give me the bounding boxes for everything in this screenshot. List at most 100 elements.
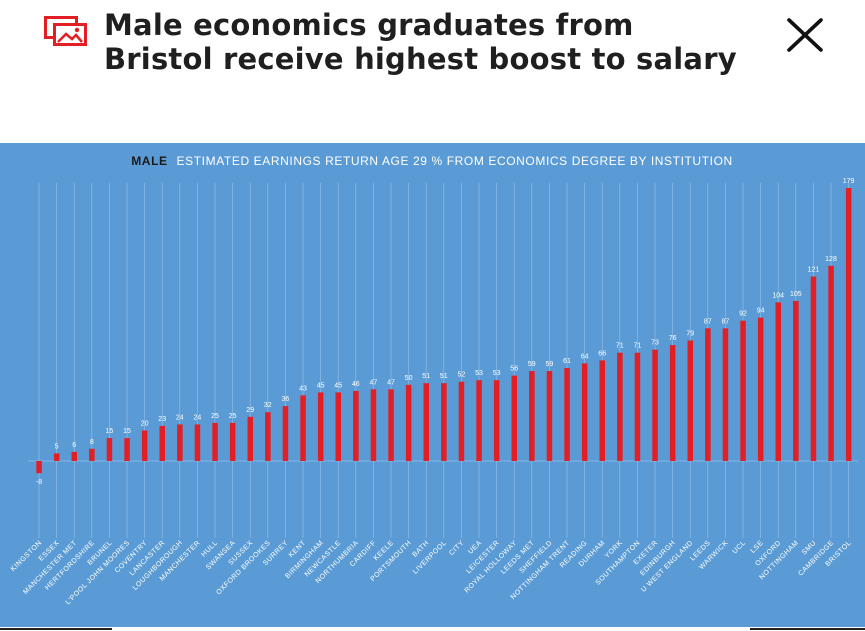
bar bbox=[106, 438, 113, 461]
bar bbox=[282, 406, 289, 461]
bar bbox=[845, 188, 852, 461]
bar bbox=[687, 340, 693, 461]
bar bbox=[141, 430, 148, 461]
data-label: 24 bbox=[194, 414, 202, 421]
bar bbox=[793, 300, 799, 461]
bar bbox=[511, 375, 517, 461]
tick-label: LSE bbox=[750, 539, 765, 554]
tick-label: UCL bbox=[731, 539, 747, 555]
data-label: 87 bbox=[722, 318, 730, 325]
bar bbox=[265, 412, 271, 461]
data-label: 53 bbox=[475, 370, 483, 377]
data-label: 25 bbox=[211, 413, 219, 420]
data-label: 51 bbox=[440, 373, 448, 380]
data-label: 104 bbox=[772, 292, 784, 299]
bar bbox=[722, 328, 729, 461]
article-header: Male economics graduates from Bristol re… bbox=[0, 0, 865, 140]
data-label: 76 bbox=[669, 335, 677, 342]
data-label: 61 bbox=[563, 358, 571, 365]
bar bbox=[53, 453, 60, 461]
data-label: 94 bbox=[757, 308, 765, 315]
data-label: 50 bbox=[405, 375, 413, 382]
data-label: 71 bbox=[616, 343, 624, 350]
bar bbox=[405, 384, 412, 462]
bar bbox=[229, 422, 236, 461]
bar bbox=[458, 381, 465, 461]
chart-title-highlight: MALE bbox=[131, 154, 167, 168]
data-label: 43 bbox=[299, 385, 307, 392]
bar bbox=[335, 392, 341, 461]
chart-title: MALE ESTIMATED EARNINGS RETURN AGE 29 % … bbox=[131, 154, 733, 168]
data-label: 45 bbox=[317, 382, 325, 389]
bar bbox=[828, 265, 834, 461]
bar bbox=[757, 317, 764, 461]
bar bbox=[564, 368, 570, 461]
data-label: 45 bbox=[334, 382, 342, 389]
bar bbox=[810, 276, 817, 461]
bar bbox=[159, 425, 165, 461]
bar bbox=[36, 461, 42, 474]
bar bbox=[529, 371, 535, 461]
bar bbox=[71, 451, 77, 461]
data-label: 51 bbox=[422, 373, 430, 380]
data-label: 56 bbox=[510, 366, 518, 373]
data-label: 15 bbox=[106, 428, 114, 435]
data-label: 6 bbox=[72, 442, 76, 449]
data-label: 71 bbox=[634, 343, 642, 350]
bar bbox=[775, 302, 781, 461]
bar bbox=[300, 395, 306, 461]
data-label: 15 bbox=[123, 428, 131, 435]
data-label: 87 bbox=[704, 318, 712, 325]
data-label: 36 bbox=[282, 396, 290, 403]
divider-right bbox=[750, 628, 865, 630]
data-label: 121 bbox=[808, 267, 820, 274]
data-label: 8 bbox=[90, 439, 94, 446]
data-label: 66 bbox=[598, 350, 606, 357]
bar bbox=[212, 422, 218, 461]
data-label: 29 bbox=[246, 407, 254, 414]
bar bbox=[89, 448, 95, 461]
data-label: 47 bbox=[387, 379, 395, 386]
bar bbox=[581, 363, 588, 461]
data-label: 73 bbox=[651, 340, 659, 347]
bar bbox=[441, 383, 447, 461]
bar bbox=[177, 424, 183, 461]
bar bbox=[634, 352, 641, 461]
bar bbox=[423, 383, 429, 461]
gridlines bbox=[28, 183, 858, 538]
data-label: 47 bbox=[370, 379, 378, 386]
data-label: 64 bbox=[581, 353, 589, 360]
bar bbox=[652, 349, 658, 461]
bar bbox=[546, 371, 553, 461]
bar bbox=[617, 352, 623, 461]
bar bbox=[317, 392, 324, 461]
data-label: 20 bbox=[141, 421, 149, 428]
data-label: 59 bbox=[546, 361, 554, 368]
data-label: -8 bbox=[36, 479, 42, 486]
bar bbox=[599, 360, 605, 461]
bar bbox=[476, 380, 482, 461]
data-label: 52 bbox=[458, 372, 466, 379]
data-label: 5 bbox=[55, 443, 59, 450]
data-label: 24 bbox=[176, 414, 184, 421]
data-label: 59 bbox=[528, 361, 536, 368]
chart-panel: -8 5 6 8 15 15 20 23 24 24 25 25 29 32 36 43 45 45 46 47 47 5… bbox=[0, 143, 865, 627]
bar bbox=[740, 320, 746, 461]
bars bbox=[36, 188, 852, 474]
data-label: 179 bbox=[843, 178, 855, 185]
bar bbox=[493, 380, 500, 461]
bar bbox=[353, 390, 359, 461]
data-label: 79 bbox=[686, 331, 694, 338]
data-label: 46 bbox=[352, 381, 360, 388]
divider-left bbox=[0, 628, 112, 630]
data-label: 25 bbox=[229, 413, 237, 420]
data-label: 53 bbox=[493, 370, 501, 377]
bar bbox=[388, 389, 394, 461]
data-label: 23 bbox=[158, 416, 166, 423]
bar bbox=[247, 416, 253, 461]
data-label: 105 bbox=[790, 291, 802, 298]
close-icon[interactable] bbox=[784, 14, 826, 56]
